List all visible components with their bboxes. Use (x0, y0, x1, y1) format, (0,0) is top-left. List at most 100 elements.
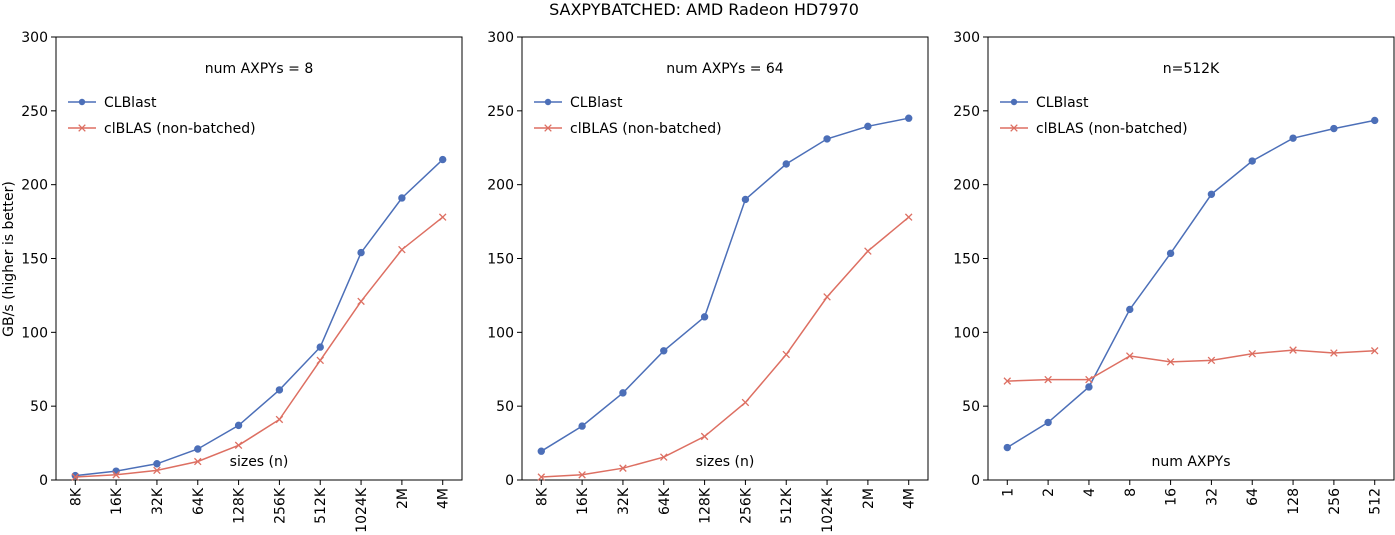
x-tick-label: 64K (657, 487, 673, 515)
legend-label: clBLAS (non-batched) (104, 121, 256, 137)
y-tick-label: 100 (487, 325, 514, 341)
x-tick-label: 128 (1286, 488, 1302, 515)
x-tick-label: 64 (1245, 488, 1261, 506)
y-tick-label: 50 (30, 399, 48, 415)
data-point-x (275, 415, 284, 424)
panel-annotation: num AXPYs = 64 (666, 61, 784, 77)
x-tick-label: 512K (313, 487, 329, 524)
data-point-circle (1003, 443, 1011, 452)
data-point-circle (1248, 157, 1256, 165)
data-point-x (112, 471, 120, 479)
x-axis-label: num AXPYs (1152, 454, 1231, 470)
data-point-x (864, 247, 872, 255)
data-point-x (316, 356, 324, 365)
data-point-circle (700, 313, 709, 321)
data-point-circle (275, 386, 284, 394)
y-tick-label: 0 (505, 473, 514, 489)
data-point-x (619, 464, 627, 472)
data-point-circle (1289, 134, 1297, 142)
legend-label: CLBlast (1036, 95, 1089, 111)
data-point-circle (823, 135, 831, 143)
data-point-x (1207, 356, 1216, 365)
panel-annotation: num AXPYs = 8 (205, 61, 314, 77)
x-axis-label: sizes (n) (696, 454, 755, 470)
panel-annotation: n=512K (1163, 61, 1220, 77)
data-point-x (700, 432, 709, 441)
x-tick-label: 16 (1164, 488, 1180, 506)
x-tick-label: 4 (1082, 488, 1098, 497)
data-point-circle (578, 422, 586, 430)
y-tick-label: 150 (953, 252, 980, 268)
x-tick-label: 8K (534, 487, 550, 506)
x-tick-label: 1024K (354, 487, 370, 533)
data-point-circle (864, 122, 872, 131)
legend-marker-circle (78, 98, 86, 106)
data-point-circle (619, 389, 627, 397)
data-point-x (660, 453, 668, 461)
y-axis-label: GB/s (higher is better) (1, 181, 17, 337)
data-point-x (1166, 358, 1175, 366)
data-point-x (1044, 375, 1052, 384)
y-tick-label: 150 (487, 252, 514, 268)
data-point-circle (660, 347, 668, 355)
data-point-circle (1085, 383, 1093, 391)
data-point-circle (537, 447, 545, 455)
legend-label: CLBlast (570, 95, 623, 111)
x-tick-label: 16K (109, 487, 125, 515)
data-point-x (71, 473, 80, 481)
data-point-circle (741, 195, 750, 204)
data-point-circle (1330, 124, 1338, 133)
y-tick-label: 200 (953, 178, 980, 194)
y-tick-label: 300 (21, 30, 48, 46)
series-line-clblas (75, 216, 444, 478)
data-point-x (741, 398, 750, 407)
x-tick-label: 16K (575, 487, 591, 515)
data-point-circle (1166, 249, 1175, 258)
y-tick-label: 300 (487, 30, 514, 46)
legend-marker-x (1010, 124, 1018, 132)
x-tick-label: 64K (191, 487, 207, 515)
x-axis-label: sizes (n) (230, 454, 289, 470)
data-point-circle (439, 155, 447, 164)
data-point-circle (1126, 305, 1134, 314)
x-tick-label: 2M (861, 488, 877, 509)
data-point-x (234, 441, 243, 450)
y-tick-label: 50 (962, 399, 980, 415)
data-point-x (782, 350, 790, 359)
data-point-x (194, 457, 202, 466)
data-point-circle (905, 114, 913, 122)
chart-panel-3: 0 50 100 150 200 250 300 1 2 4 8 16 32 64 128 256 512 CLB… (953, 30, 1395, 515)
data-point-circle (194, 445, 202, 453)
x-tick-label: 32K (150, 487, 166, 515)
legend-label: clBLAS (non-batched) (570, 121, 722, 137)
data-point-circle (1044, 418, 1052, 427)
data-point-circle (1207, 190, 1216, 198)
x-tick-label: 2 (1041, 488, 1057, 497)
data-point-x (398, 245, 406, 254)
data-point-circle (782, 160, 790, 168)
y-tick-label: 250 (21, 104, 48, 120)
series-line-clblast (540, 117, 909, 452)
x-tick-label: 8 (1123, 488, 1139, 497)
data-point-x (904, 213, 913, 221)
y-tick-label: 250 (953, 104, 980, 120)
series-line-clblast (1006, 119, 1375, 449)
data-point-x (537, 473, 546, 481)
x-tick-label: 256K (272, 487, 288, 524)
data-point-circle (316, 343, 324, 351)
x-tick-label: 256K (738, 487, 754, 524)
x-tick-label: 2M (395, 488, 411, 509)
data-point-x (1003, 377, 1012, 385)
series-line-clblas (1007, 349, 1375, 382)
y-tick-label: 100 (21, 325, 48, 341)
y-tick-label: 250 (487, 104, 514, 120)
chart-panel-1: 0 50 100 150 200 250 300 8K 16K 32K 64K 128K 256K 512… (21, 30, 463, 533)
data-point-x (1085, 375, 1093, 384)
x-tick-label: 128K (232, 487, 248, 524)
x-tick-label: 1024K (820, 487, 836, 533)
data-point-x (1370, 347, 1379, 355)
data-point-x (823, 293, 831, 301)
data-point-x (1126, 352, 1134, 360)
legend-marker-x (78, 124, 86, 132)
